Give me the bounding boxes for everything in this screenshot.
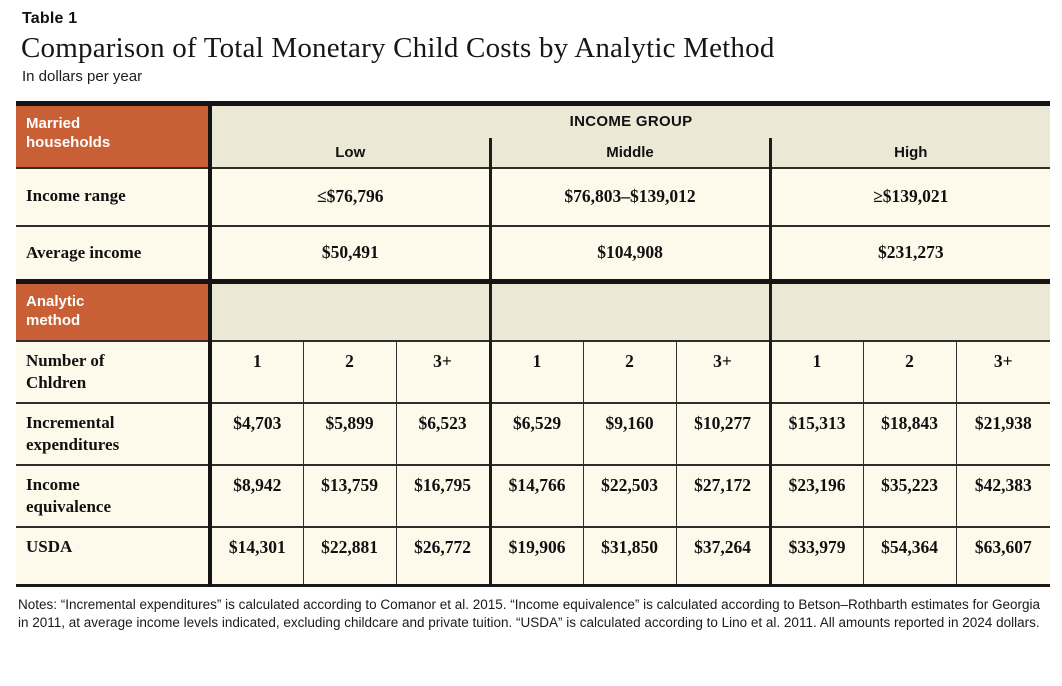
group-header-high: High	[770, 137, 1051, 169]
data-cell: $9,160	[583, 402, 677, 466]
children-cell: 1	[210, 340, 304, 404]
data-cell: $10,277	[676, 402, 772, 466]
data-cell: $19,906	[490, 527, 584, 587]
table-eyebrow: Table 1	[22, 10, 78, 27]
children-cell: 2	[583, 340, 677, 404]
children-cell: 2	[863, 340, 957, 404]
children-cell: 2	[303, 340, 397, 404]
row-label-usda: USDA	[16, 527, 212, 587]
data-cell: $8,942	[210, 464, 304, 529]
row-incremental-expenditures: Incremental expenditures $4,703 $5,899 $…	[16, 402, 1051, 466]
data-cell: $26,772	[396, 527, 492, 587]
data-cell: $54,364	[863, 527, 957, 587]
children-cell: 3+	[676, 340, 772, 404]
data-cell: $4,703	[210, 402, 304, 466]
group-header-middle: Middle	[490, 137, 772, 169]
income-group-header: INCOME GROUP	[210, 101, 1051, 138]
data-cell: $63,607	[956, 527, 1051, 587]
data-cell: $23,196	[770, 464, 864, 529]
data-cell: $13,759	[303, 464, 397, 529]
row-income-range: Income range ≤$76,796 $76,803–$139,012 ≥…	[16, 167, 1051, 227]
row-label-income-range: Income range	[16, 167, 212, 227]
header-row-income-group: Married households INCOME GROUP	[16, 101, 1051, 169]
row-label-incremental-expenditures: Incremental expenditures	[16, 402, 212, 466]
average-income-low: $50,491	[210, 225, 492, 284]
data-cell: $22,881	[303, 527, 397, 587]
data-cell: $35,223	[863, 464, 957, 529]
data-cell: $6,523	[396, 402, 492, 466]
table-notes: Notes: “Incremental expenditures” is cal…	[18, 596, 1041, 631]
row-label-income-equivalence: Income equivalence	[16, 464, 212, 529]
page: Table 1 Comparison of Total Monetary Chi…	[16, 10, 1051, 631]
band-spacer-low	[210, 281, 492, 342]
band-spacer-middle	[490, 281, 772, 342]
children-cell: 1	[770, 340, 864, 404]
row-income-equivalence: Income equivalence $8,942 $13,759 $16,79…	[16, 464, 1051, 529]
data-cell: $33,979	[770, 527, 864, 587]
income-range-high: ≥$139,021	[770, 167, 1051, 227]
income-range-middle: $76,803–$139,012	[490, 167, 772, 227]
child-cost-table: Married households INCOME GROUP Low Midd…	[16, 101, 1051, 587]
average-income-middle: $104,908	[490, 225, 772, 284]
row-number-of-children: Number of Chldren 1 2 3+ 1 2 3+ 1 2 3+	[16, 340, 1051, 404]
children-cell: 1	[490, 340, 584, 404]
income-range-low: ≤$76,796	[210, 167, 492, 227]
group-header-low: Low	[210, 137, 492, 169]
row-label-average-income: Average income	[16, 225, 212, 284]
page-title: Comparison of Total Monetary Child Costs…	[21, 32, 775, 64]
data-cell: $5,899	[303, 402, 397, 466]
children-cell: 3+	[956, 340, 1051, 404]
page-subtitle: In dollars per year	[22, 68, 143, 85]
data-cell: $22,503	[583, 464, 677, 529]
row-usda: USDA $14,301 $22,881 $26,772 $19,906 $31…	[16, 527, 1051, 587]
average-income-high: $231,273	[770, 225, 1051, 284]
row-label-number-of-children: Number of Chldren	[16, 340, 212, 404]
data-cell: $18,843	[863, 402, 957, 466]
data-cell: $31,850	[583, 527, 677, 587]
data-cell: $21,938	[956, 402, 1051, 466]
data-cell: $14,766	[490, 464, 584, 529]
data-cell: $37,264	[676, 527, 772, 587]
children-cell: 3+	[396, 340, 492, 404]
band-spacer-high	[770, 281, 1051, 342]
data-cell: $16,795	[396, 464, 492, 529]
analytic-method-cell: Analytic method	[16, 281, 212, 342]
header-row-groups: Low Middle High	[16, 137, 1051, 169]
data-cell: $6,529	[490, 402, 584, 466]
data-cell: $27,172	[676, 464, 772, 529]
row-average-income: Average income $50,491 $104,908 $231,273	[16, 225, 1051, 284]
data-cell: $15,313	[770, 402, 864, 466]
data-cell: $14,301	[210, 527, 304, 587]
row-analytic-method-band: Analytic method	[16, 281, 1051, 342]
data-cell: $42,383	[956, 464, 1051, 529]
corner-cell-married-households: Married households	[16, 101, 212, 169]
